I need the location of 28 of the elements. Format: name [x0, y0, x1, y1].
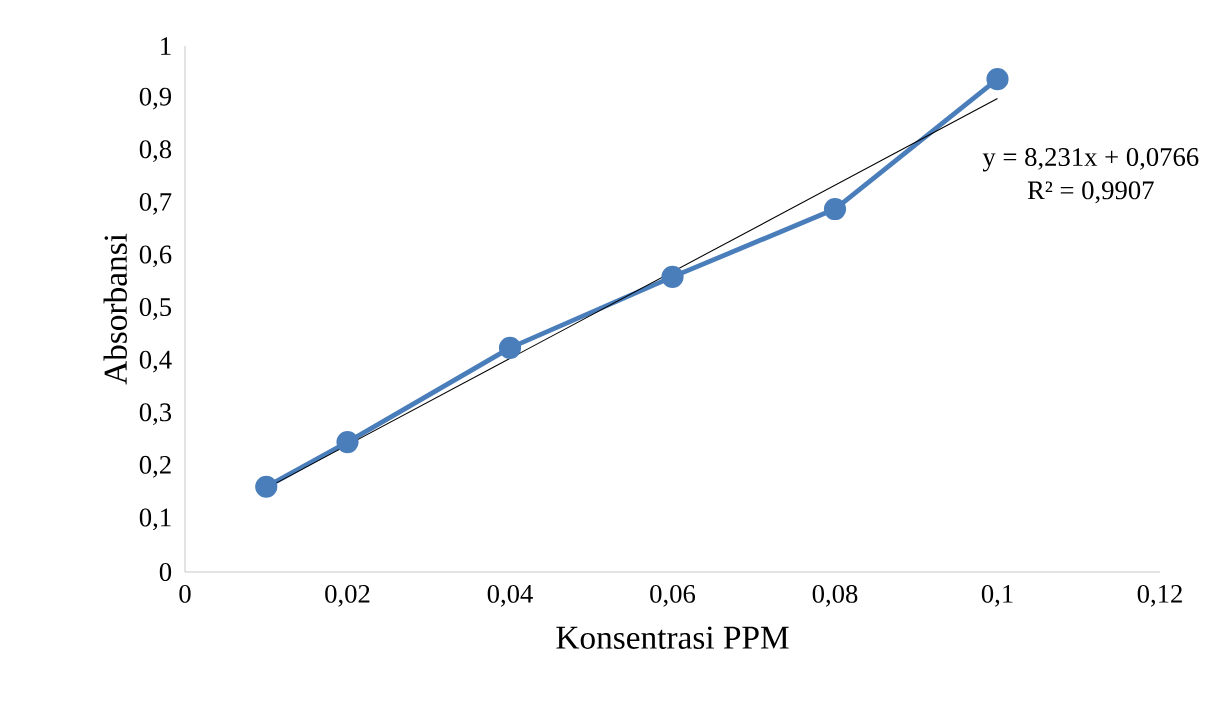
y-tick-label: 0,4 [139, 350, 172, 373]
point [255, 475, 278, 498]
y-tick-label: 0 [159, 562, 172, 581]
y-tick-label: 0,7 [139, 192, 172, 215]
x-axis-title: Konsentrasi PPM [556, 626, 789, 649]
y-axis-title: Absorbansi [103, 233, 127, 385]
x-tick-label: 0,06 [650, 584, 696, 607]
point [986, 68, 1009, 91]
y-tick-label: 0,8 [139, 140, 172, 163]
x-tick-label: 0,02 [325, 584, 370, 607]
x-tick-label: 0,1 [981, 584, 1013, 607]
annotation: R² = 0,9907 [1027, 181, 1154, 204]
x-tick-label: 0,04 [487, 584, 533, 607]
y-tick-label: 0,1 [139, 508, 171, 531]
y-tick-label: 0,5 [139, 298, 172, 320]
x-tick-label: 0,08 [812, 584, 858, 607]
x-tick-label: 0,12 [1137, 584, 1182, 607]
point [336, 431, 359, 454]
point [823, 197, 847, 221]
point [498, 336, 522, 359]
y-tick-label: 1 [161, 37, 171, 55]
y-tick-label: 0,3 [139, 403, 172, 426]
y-tick-label: 0,9 [139, 87, 172, 110]
x-tick-label: 0 [179, 584, 191, 603]
y-tick-label: 0,6 [139, 245, 172, 268]
annotation: y = 8,231x + 0,0766 [982, 148, 1199, 172]
y-tick-label: 0,2 [139, 455, 171, 478]
point [661, 265, 684, 288]
